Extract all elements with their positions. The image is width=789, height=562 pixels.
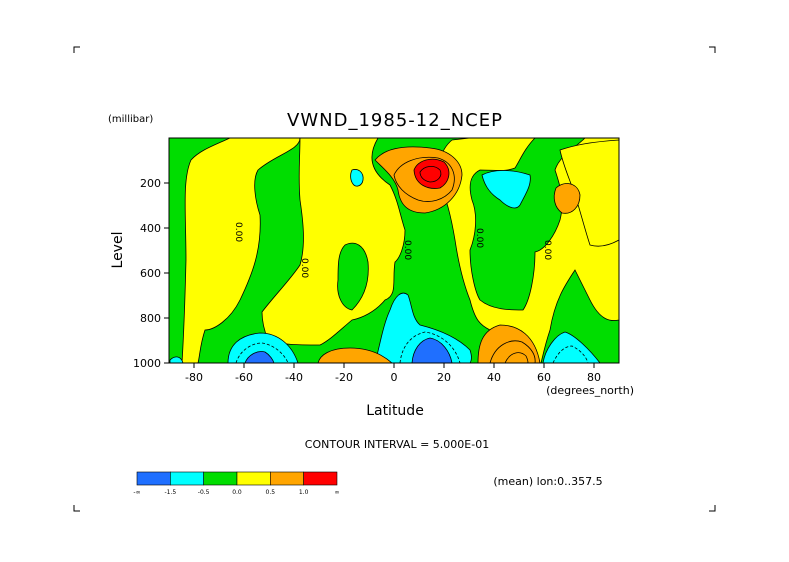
field-yellow-right [559,139,619,247]
contour-line [489,340,536,363]
contour-label: 0.00 [474,228,484,248]
field-cyan-lower-eq [374,292,472,363]
x-tick-label: 20 [437,371,451,384]
contour-fields [169,138,619,363]
legend-swatch [136,471,171,486]
chart-title: VWND_1985-12_NCEP [287,110,503,131]
y-tick-label: 1000 [133,357,161,370]
field-blue-eq [411,337,453,363]
x-tick-label: -20 [335,371,353,384]
y-tick-label: 400 [140,222,161,235]
contour-line [504,352,529,363]
contour-label: 0.00 [299,258,309,278]
legend-label: -∞ [133,489,140,496]
field-red-core [413,158,450,189]
y-axis-label: Level [110,232,126,269]
y-axis: 200 400 600 800 1000 [133,177,169,370]
x-tick-label: -60 [235,371,253,384]
corner-marks [73,46,716,512]
field-cyan-lower-sh [227,332,299,363]
contour-line [399,331,461,363]
field-blue-sh [244,351,275,363]
field-yellow-west [181,138,301,363]
contour-line [393,156,455,202]
legend-colorbar: -∞ -1.5 -0.5 0.0 0.5 1.0 ∞ [133,471,339,496]
contour-label: 0.00 [233,222,243,242]
x-axis: -80 -60 -40 -20 0 20 40 60 80 [185,363,601,384]
x-tick-label: 60 [537,371,551,384]
legend-label: 1.0 [299,489,309,496]
y-units-label: (millibar) [108,114,153,125]
x-tick-label: 40 [487,371,501,384]
x-units-label: (degrees_north) [546,384,634,397]
contour-line [235,342,289,363]
field-yellow-central [261,138,406,346]
legend-label: -0.5 [198,489,210,496]
field-cyan-high-right [481,170,531,209]
y-tick-label: 800 [140,312,161,325]
contour-label: 0.00 [402,240,412,260]
field-cyan-high-left [350,169,364,187]
legend-swatch [236,471,271,486]
contour-line [552,345,589,363]
legend-label: ∞ [334,489,339,496]
legend-swatch [303,471,338,486]
contour-label: 0.00 [542,240,552,260]
contour-interval-text: CONTOUR INTERVAL = 5.000E-01 [305,438,489,451]
y-tick-label: 600 [140,267,161,280]
field-cyan-lower-nh [542,331,601,363]
legend-swatch [203,471,238,486]
x-tick-label: -40 [285,371,303,384]
legend-label: 0.5 [266,489,276,496]
contour-line [419,166,442,183]
field-orange-right [553,183,581,214]
mean-annotation: (mean) lon:0..357.5 [493,475,602,488]
field-green-pocket [337,242,369,311]
legend-swatch [170,471,204,486]
x-tick-label: -80 [185,371,203,384]
field-orange-low-mid [317,347,393,363]
field-orange-low-nh [477,324,541,363]
field-cyan-small [169,356,184,363]
x-tick-label: 80 [587,371,601,384]
y-tick-label: 200 [140,177,161,190]
legend-label: 0.0 [232,489,242,496]
legend-label: -1.5 [164,489,176,496]
x-tick-label: 0 [391,371,398,384]
legend-swatch [270,471,304,486]
x-axis-label: Latitude [366,403,424,419]
